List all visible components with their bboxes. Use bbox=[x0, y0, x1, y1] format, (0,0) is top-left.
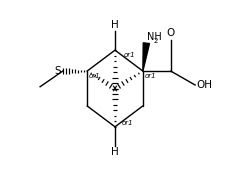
Text: or1: or1 bbox=[144, 73, 155, 79]
Text: or1: or1 bbox=[123, 52, 135, 58]
Polygon shape bbox=[142, 43, 149, 71]
Text: O: O bbox=[166, 28, 174, 38]
Text: H: H bbox=[111, 20, 118, 30]
Text: or1: or1 bbox=[121, 120, 133, 126]
Text: 2: 2 bbox=[153, 38, 158, 44]
Text: or1: or1 bbox=[88, 73, 100, 79]
Text: H: H bbox=[111, 147, 118, 157]
Text: S: S bbox=[54, 66, 61, 76]
Text: NH: NH bbox=[147, 32, 161, 42]
Text: OH: OH bbox=[195, 80, 211, 90]
